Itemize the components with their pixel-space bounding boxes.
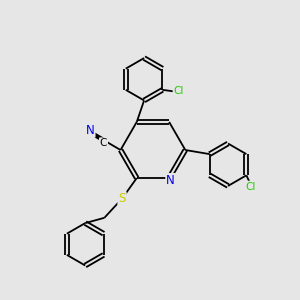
Text: S: S xyxy=(118,192,126,205)
Text: Cl: Cl xyxy=(173,86,184,96)
Text: C: C xyxy=(100,138,107,148)
Text: Cl: Cl xyxy=(246,182,256,191)
Text: N: N xyxy=(166,174,175,187)
Text: N: N xyxy=(86,124,94,137)
